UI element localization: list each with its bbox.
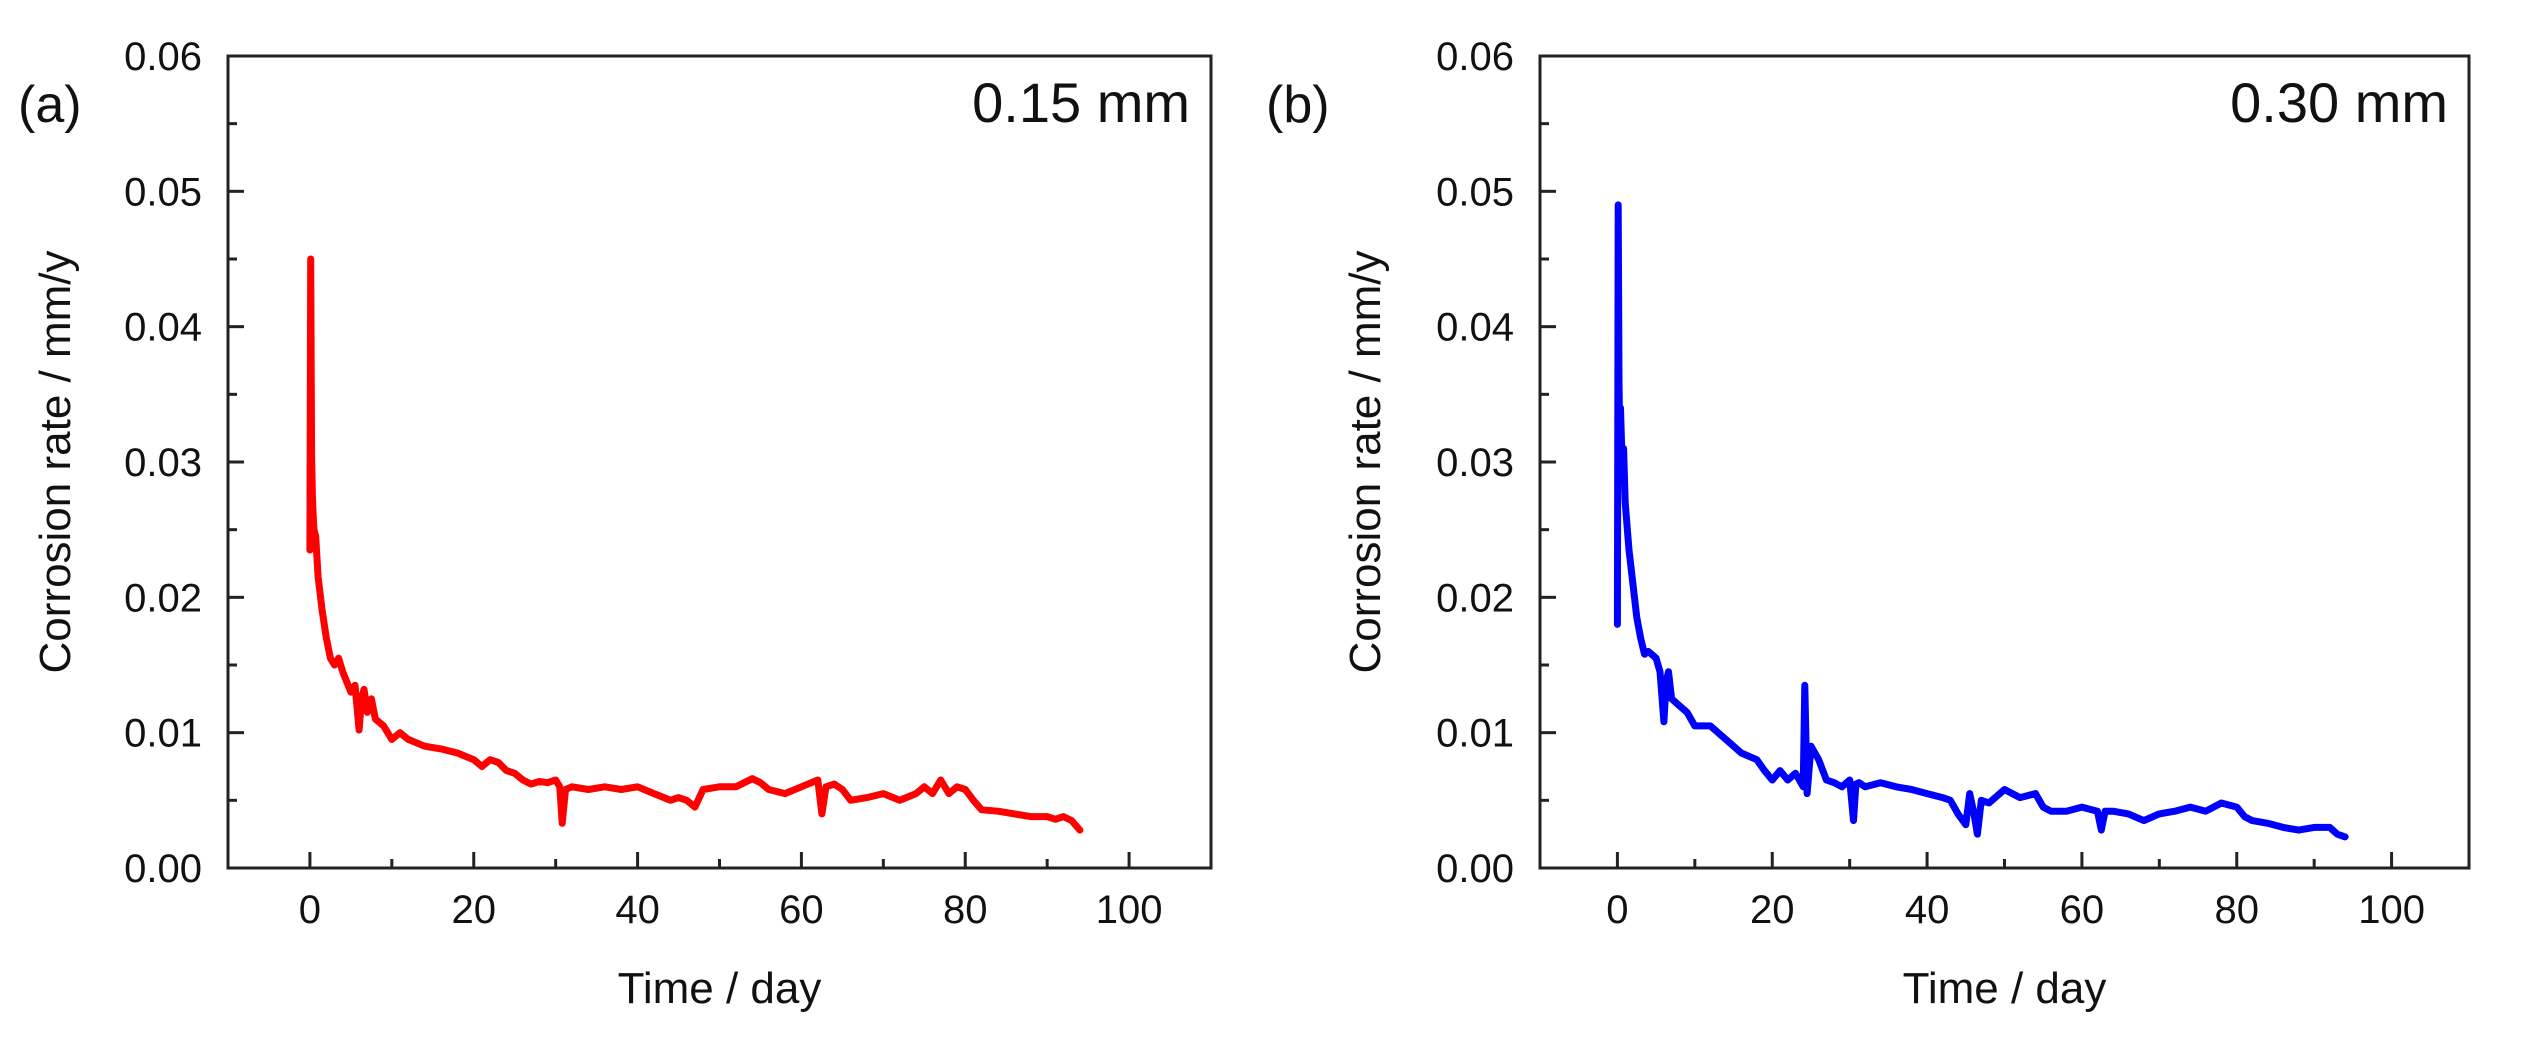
x-tick-label: 80 [943,888,988,932]
series-line [1613,201,2349,841]
x-tick-label: 0 [1606,888,1628,932]
x-tick-label: 100 [1096,888,1163,932]
chart-panel-b: 0 20 40 60 80 100 0.00 0.01 0.02 0.03 0.04 0.05 0.06… [1266,35,2471,1013]
y-tick-label: 0.05 [124,170,202,214]
x-tick-label: 80 [2215,888,2260,932]
plot-frame [226,54,1213,870]
x-tick-label: 60 [779,888,824,932]
x-tick-label: 20 [1750,888,1795,932]
y-tick-label: 0.01 [1436,712,1514,756]
series-line [306,255,1084,834]
y-tick-label: 0.03 [1436,441,1514,485]
y-tick-label: 0.05 [1436,170,1514,214]
x-tick-label: 20 [452,888,497,932]
y-axis-title: Corrosion rate / mm/y [31,251,80,674]
panel-annotation: 0.30 mm [2230,71,2448,134]
y-tick-label: 0.06 [1436,35,1514,79]
y-tick-label: 0.06 [124,35,202,79]
y-tick-label: 0.02 [1436,576,1514,620]
y-tick-label: 0.00 [1436,847,1514,891]
x-tick-label: 60 [2060,888,2105,932]
y-axis-title: Corrosion rate / mm/y [1341,251,1390,674]
panel-label: (a) [18,76,82,134]
y-tick-label: 0.00 [124,847,202,891]
x-axis-title: Time / day [1903,964,2107,1013]
x-tick-label: 40 [615,888,660,932]
y-tick-label: 0.03 [124,441,202,485]
panel-annotation: 0.15 mm [972,71,1190,134]
x-tick-label: 40 [1905,888,1950,932]
y-tick-label: 0.02 [124,576,202,620]
x-axis-title: Time / day [618,964,822,1013]
chart-panel-a: 0 20 40 60 80 100 0.00 0.01 0.02 0.03 0.04 0.05 0.06… [18,35,1213,1013]
y-tick-label: 0.04 [124,306,202,350]
plot-frame [1538,54,2471,870]
y-tick-label: 0.04 [1436,306,1514,350]
panel-label: (b) [1266,76,1330,134]
y-tick-label: 0.01 [124,712,202,756]
x-tick-label: 0 [299,888,321,932]
x-tick-label: 100 [2358,888,2425,932]
